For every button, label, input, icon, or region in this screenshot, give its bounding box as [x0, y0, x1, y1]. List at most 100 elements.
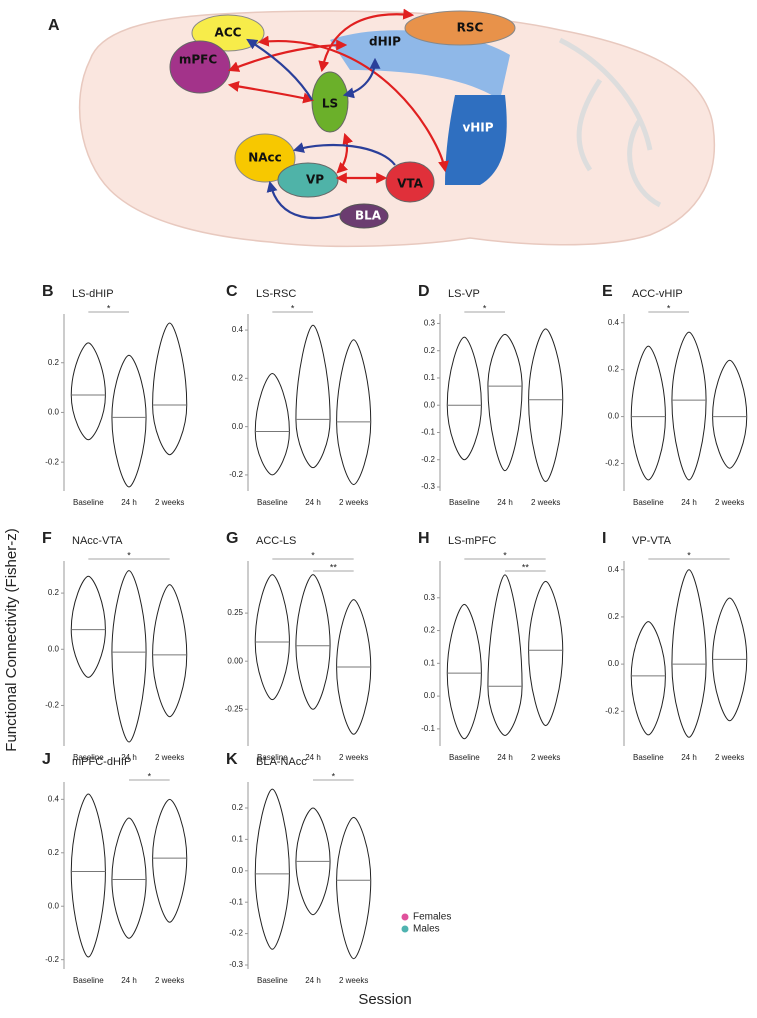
node-label: LS — [322, 97, 338, 111]
node-label: RSC — [457, 21, 484, 35]
y-tick-label: 0.2 — [232, 803, 244, 812]
x-tick-label: 2 weeks — [339, 976, 368, 985]
y-tick-label: -0.2 — [421, 455, 435, 464]
significance-label: * — [483, 303, 487, 313]
x-tick-label: 2 weeks — [155, 498, 184, 507]
x-tick-label: Baseline — [257, 976, 288, 985]
y-axis-title: Functional Connectivity (Fisher-z) — [3, 528, 20, 751]
violin-panel: C LS-RSC -0.2 0.0 0.2 0.4 Baseline 24 h 2 weeks * — [226, 283, 372, 507]
node-label: VTA — [397, 177, 424, 191]
y-tick-label: -0.25 — [225, 704, 244, 713]
panel-label: F — [42, 530, 52, 547]
y-tick-label: -0.3 — [421, 482, 435, 491]
y-tick-label: 0.1 — [232, 834, 244, 843]
violin — [254, 788, 290, 950]
x-tick-label: Baseline — [449, 498, 480, 507]
y-tick-label: 0.2 — [608, 612, 620, 621]
y-tick-label: 0.0 — [48, 408, 60, 417]
x-tick-label: 2 weeks — [155, 753, 184, 762]
violin — [254, 574, 290, 701]
mpfc-shape — [169, 40, 231, 94]
brain-diagram: A ACC mPFC RSC dHIP LS vHIP NAcc — [48, 8, 716, 248]
panel-title: NAcc-VTA — [72, 535, 123, 547]
significance-label: * — [148, 771, 152, 781]
node-label: BLA — [355, 209, 382, 223]
x-tick-label: 24 h — [497, 498, 513, 507]
x-tick-label: Baseline — [73, 976, 104, 985]
violin-panel: F NAcc-VTA -0.2 0.0 0.2 Baseline 24 h 2 weeks * — [42, 530, 188, 762]
y-tick-label: -0.2 — [605, 459, 619, 468]
violin-panel: B LS-dHIP -0.2 0.0 0.2 Baseline 24 h 2 weeks * — [42, 283, 188, 507]
x-tick-label: 24 h — [305, 753, 321, 762]
y-tick-label: 0.3 — [424, 593, 436, 602]
violin — [487, 333, 523, 472]
y-tick-label: -0.2 — [45, 701, 59, 710]
panel-title: mPFC-dHIP — [72, 756, 131, 768]
significance-label: * — [127, 550, 131, 560]
significance-label: * — [332, 771, 336, 781]
significance-label: ** — [330, 562, 338, 572]
significance-label: * — [667, 303, 671, 313]
violin — [712, 359, 748, 469]
y-tick-label: 0.1 — [424, 373, 436, 382]
panel-label: H — [418, 530, 430, 547]
y-tick-label: 0.0 — [608, 659, 620, 668]
vhip-shape — [445, 95, 507, 185]
violin-panel: G ACC-LS -0.25 0.00 0.25 Baseline 24 h 2 weeks *… — [225, 530, 372, 762]
y-tick-label: 0.4 — [232, 325, 244, 334]
y-tick-label: 0.0 — [48, 644, 60, 653]
y-tick-label: 0.2 — [48, 358, 60, 367]
significance-label: * — [107, 303, 111, 313]
panel-title: LS-RSC — [256, 288, 296, 300]
x-tick-label: Baseline — [449, 753, 480, 762]
y-tick-label: -0.3 — [229, 960, 243, 969]
x-tick-label: 24 h — [497, 753, 513, 762]
legend-marker — [401, 925, 409, 933]
violin — [152, 584, 188, 718]
violin — [671, 569, 707, 738]
x-axis-title: Session — [358, 991, 411, 1008]
panel-label: K — [226, 751, 238, 768]
y-tick-label: 0.2 — [48, 848, 60, 857]
significance-label: * — [291, 303, 295, 313]
violin — [528, 580, 564, 727]
violin — [630, 345, 666, 481]
violin-panel: H LS-mPFC -0.1 0.0 0.1 0.2 0.3 Baseline 24 h 2 we… — [418, 530, 564, 762]
violin — [295, 324, 331, 469]
panel-label: D — [418, 283, 430, 300]
y-tick-label: 0.0 — [424, 400, 436, 409]
panel-title: ACC-vHIP — [632, 288, 683, 300]
x-tick-label: 2 weeks — [715, 498, 744, 507]
bla-shape — [339, 203, 389, 229]
y-tick-label: 0.0 — [48, 901, 60, 910]
panel-title: BLA-NAcc — [256, 756, 307, 768]
violin — [336, 339, 372, 486]
violin — [152, 322, 188, 456]
node-label: NAcc — [248, 151, 282, 165]
x-tick-label: Baseline — [73, 498, 104, 507]
violin — [336, 816, 372, 960]
panel-title: LS-mPFC — [448, 535, 496, 547]
violin — [111, 570, 147, 743]
violin — [254, 373, 290, 476]
violin — [446, 603, 482, 740]
x-tick-label: 2 weeks — [339, 498, 368, 507]
y-tick-label: 0.2 — [424, 346, 436, 355]
violin — [70, 793, 106, 958]
node-label: mPFC — [179, 53, 217, 67]
violin — [70, 575, 106, 678]
x-tick-label: Baseline — [257, 498, 288, 507]
y-tick-label: 0.00 — [227, 656, 243, 665]
violin — [630, 621, 666, 736]
significance-label: * — [503, 550, 507, 560]
y-tick-label: 0.0 — [232, 422, 244, 431]
x-tick-label: 24 h — [121, 976, 137, 985]
violin — [111, 817, 147, 939]
y-tick-label: 0.0 — [232, 866, 244, 875]
violin — [152, 798, 188, 923]
y-tick-label: -0.2 — [45, 955, 59, 964]
violin-panel: I VP-VTA -0.2 0.0 0.2 0.4 Baseline 24 h 2 weeks * — [602, 530, 748, 762]
panel-title: LS-VP — [448, 288, 480, 300]
violin — [487, 574, 523, 736]
